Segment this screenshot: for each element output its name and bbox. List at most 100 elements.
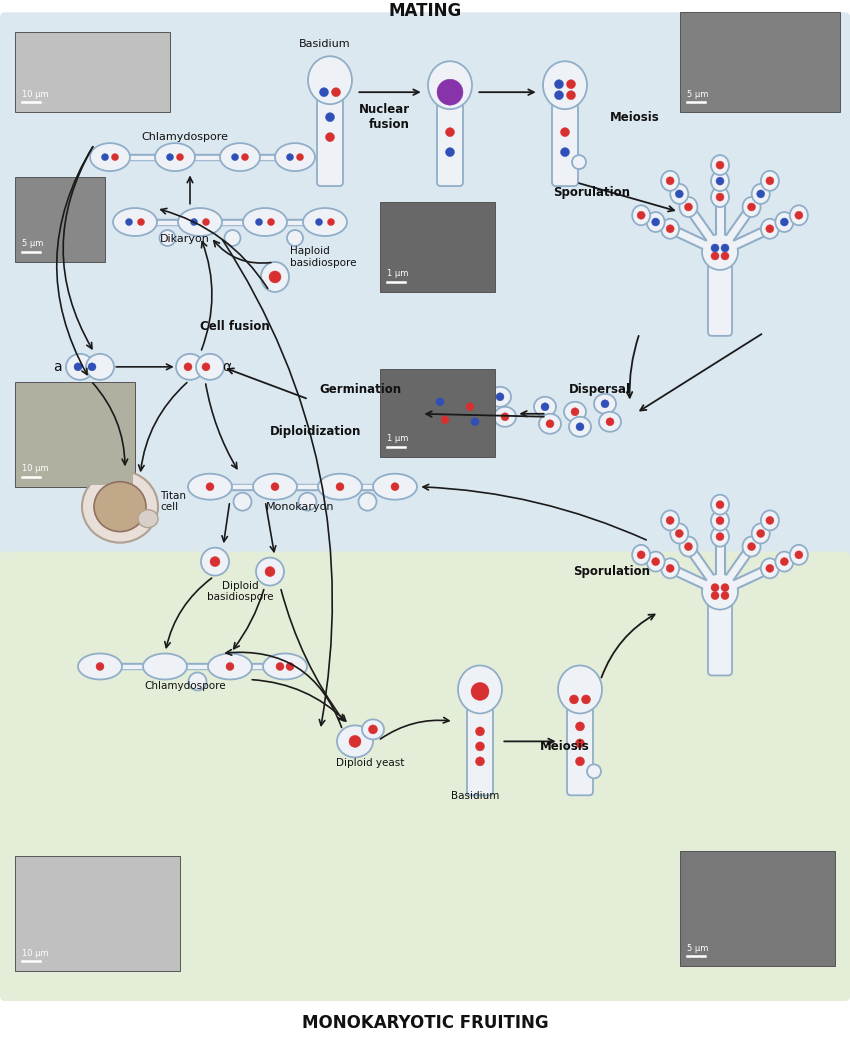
Text: Titan
cell: Titan cell [160, 491, 186, 513]
Ellipse shape [711, 187, 729, 207]
Ellipse shape [82, 471, 158, 542]
Ellipse shape [243, 208, 287, 236]
FancyBboxPatch shape [567, 707, 593, 796]
Ellipse shape [101, 153, 109, 161]
FancyBboxPatch shape [15, 857, 180, 971]
Ellipse shape [666, 177, 674, 185]
Ellipse shape [647, 212, 665, 232]
Ellipse shape [554, 90, 564, 100]
FancyBboxPatch shape [382, 204, 493, 290]
Ellipse shape [160, 230, 175, 246]
Text: Cell fusion: Cell fusion [200, 321, 269, 333]
Ellipse shape [716, 161, 724, 169]
Ellipse shape [716, 193, 724, 201]
Ellipse shape [558, 665, 602, 714]
Ellipse shape [359, 493, 377, 511]
Ellipse shape [269, 271, 281, 283]
Text: MONOKARYOTIC FRUITING: MONOKARYOTIC FRUITING [302, 1014, 548, 1032]
FancyBboxPatch shape [380, 202, 495, 292]
Text: MATING: MATING [388, 2, 462, 20]
Ellipse shape [475, 757, 484, 766]
FancyBboxPatch shape [15, 177, 105, 262]
Ellipse shape [721, 583, 729, 592]
Ellipse shape [661, 219, 679, 239]
Ellipse shape [74, 363, 82, 371]
Ellipse shape [441, 416, 449, 424]
Ellipse shape [702, 234, 738, 270]
Ellipse shape [188, 474, 232, 499]
Ellipse shape [206, 482, 214, 491]
Text: Haploid
basidiospore: Haploid basidiospore [290, 246, 356, 268]
Text: 10 μm: 10 μm [22, 89, 48, 99]
Ellipse shape [575, 757, 585, 766]
Ellipse shape [747, 542, 756, 551]
Ellipse shape [224, 230, 241, 246]
Ellipse shape [369, 725, 377, 734]
Text: 10 μm: 10 μm [22, 949, 48, 957]
Ellipse shape [684, 203, 693, 211]
FancyBboxPatch shape [0, 13, 850, 566]
Ellipse shape [362, 720, 384, 740]
Text: Monokaryon: Monokaryon [266, 501, 334, 512]
FancyBboxPatch shape [15, 33, 170, 112]
Ellipse shape [458, 665, 502, 714]
Ellipse shape [575, 722, 585, 730]
Ellipse shape [349, 736, 361, 747]
Ellipse shape [494, 407, 516, 427]
Ellipse shape [496, 393, 504, 400]
Ellipse shape [326, 132, 335, 142]
FancyBboxPatch shape [682, 15, 838, 110]
Ellipse shape [711, 583, 719, 592]
Ellipse shape [711, 511, 729, 531]
Ellipse shape [675, 190, 683, 198]
Ellipse shape [766, 516, 774, 524]
Text: 5 μm: 5 μm [22, 240, 43, 248]
Ellipse shape [743, 537, 761, 557]
Ellipse shape [155, 143, 195, 171]
Ellipse shape [560, 147, 570, 157]
Text: Germination: Germination [319, 384, 401, 396]
Ellipse shape [632, 205, 650, 225]
Ellipse shape [761, 558, 779, 578]
Ellipse shape [189, 673, 207, 691]
Ellipse shape [795, 551, 803, 559]
Ellipse shape [459, 397, 481, 417]
Ellipse shape [756, 190, 765, 198]
Ellipse shape [226, 662, 234, 671]
Ellipse shape [475, 727, 484, 736]
Ellipse shape [795, 211, 803, 220]
Ellipse shape [111, 153, 118, 161]
Ellipse shape [466, 403, 474, 411]
Ellipse shape [576, 423, 584, 431]
Ellipse shape [711, 156, 729, 176]
Ellipse shape [234, 493, 252, 511]
Ellipse shape [541, 403, 549, 411]
Ellipse shape [711, 495, 729, 515]
Ellipse shape [256, 558, 284, 585]
Ellipse shape [539, 414, 561, 434]
Ellipse shape [176, 354, 204, 379]
Ellipse shape [86, 354, 114, 379]
Text: Sporulation: Sporulation [553, 186, 630, 199]
Ellipse shape [572, 156, 586, 169]
Ellipse shape [546, 419, 554, 428]
Text: Meiosis: Meiosis [610, 110, 660, 124]
FancyBboxPatch shape [380, 369, 495, 457]
Ellipse shape [208, 654, 252, 679]
Ellipse shape [436, 398, 444, 406]
FancyBboxPatch shape [17, 384, 133, 485]
Ellipse shape [554, 80, 564, 88]
Ellipse shape [126, 219, 133, 226]
Text: 1 μm: 1 μm [387, 434, 408, 444]
FancyBboxPatch shape [680, 851, 835, 966]
Ellipse shape [303, 208, 347, 236]
Ellipse shape [632, 544, 650, 564]
Ellipse shape [679, 537, 698, 557]
Ellipse shape [790, 544, 808, 564]
Ellipse shape [756, 530, 765, 537]
Ellipse shape [167, 153, 173, 161]
Ellipse shape [666, 564, 674, 573]
Ellipse shape [434, 410, 456, 430]
Ellipse shape [711, 252, 719, 260]
Text: Diploid
basidiospore: Diploid basidiospore [207, 581, 273, 602]
